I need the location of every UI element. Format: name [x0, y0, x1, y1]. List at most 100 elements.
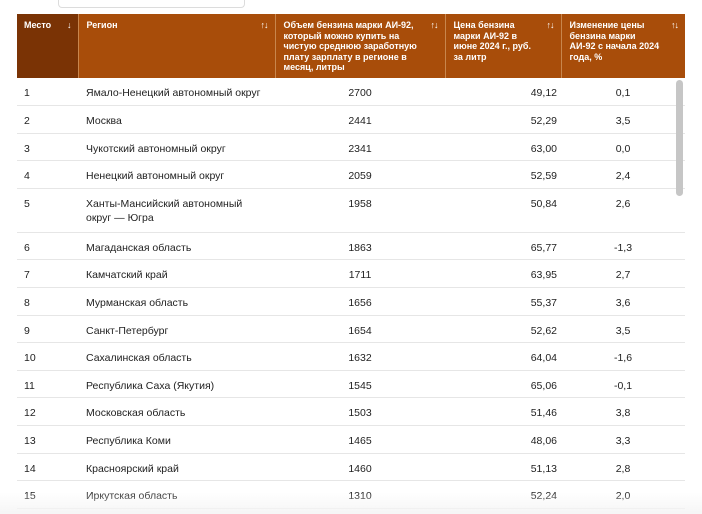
- cell-volume: 2441: [275, 105, 445, 134]
- cell-change: 0,0: [561, 133, 685, 162]
- cell-rank: 1: [17, 78, 78, 107]
- table-row: 3 Чукотский автономный округ 2341 63,00 …: [17, 133, 685, 162]
- cell-price: 52,29: [445, 105, 561, 134]
- cell-rank: 6: [17, 232, 78, 261]
- cell-region: Ненецкий автономный округ: [78, 160, 275, 189]
- cell-price: 52,59: [445, 160, 561, 189]
- cell-price: 63,95: [445, 259, 561, 289]
- cell-rank: 9: [17, 315, 78, 344]
- cell-price: 52,62: [445, 315, 561, 344]
- cell-change: -1,3: [561, 232, 685, 261]
- cell-region: Мурманская область: [78, 287, 275, 316]
- column-header-volume[interactable]: Объем бензина марки АИ-92, который можно…: [274, 14, 445, 78]
- column-header-label: Регион: [86, 20, 118, 30]
- cell-volume: 2059: [275, 160, 445, 189]
- table-row: 12 Московская область 1503 51,46 3,8: [17, 397, 685, 427]
- table-row: 5 Ханты-Мансийский автономный округ — Юг…: [17, 188, 685, 233]
- cell-change: 2,7: [561, 259, 685, 289]
- cell-change: 3,3: [561, 425, 685, 454]
- cell-volume: 2700: [275, 78, 445, 107]
- cell-region: Камчатский край: [78, 259, 275, 289]
- sort-toggle-icon[interactable]: ↑↓: [546, 20, 555, 30]
- cell-region: Республика Коми: [78, 425, 275, 454]
- cell-rank: 11: [17, 370, 78, 399]
- cell-rank: 5: [17, 188, 78, 233]
- cell-rank: 8: [17, 287, 78, 316]
- cell-volume: 1465: [275, 425, 445, 454]
- sort-toggle-icon[interactable]: ↑↓: [430, 20, 439, 30]
- cell-volume: 1503: [275, 397, 445, 427]
- sort-toggle-icon[interactable]: ↑↓: [671, 20, 679, 30]
- column-header-label: Цена бензина марки АИ-92 в июне 2024 г.,…: [453, 20, 531, 62]
- cell-price: 50,84: [445, 188, 561, 233]
- cell-region: Красноярский край: [78, 453, 275, 482]
- cell-change: 3,5: [561, 105, 685, 134]
- cell-rank: 7: [17, 259, 78, 289]
- top-input-field[interactable]: [58, 0, 245, 8]
- cell-volume: 1656: [275, 287, 445, 316]
- cell-region: Республика Саха (Якутия): [78, 370, 275, 399]
- vertical-scrollbar-thumb[interactable]: [676, 80, 683, 196]
- column-header-label: Изменение цены бензина марки АИ-92 с нач…: [569, 20, 660, 62]
- cell-rank: 14: [17, 453, 78, 482]
- bottom-fade-overlay: [0, 492, 702, 514]
- table-row: 7 Камчатский край 1711 63,95 2,7: [17, 259, 685, 289]
- cell-region: Московская область: [78, 397, 275, 427]
- cell-volume: 1711: [275, 259, 445, 289]
- cell-region: Москва: [78, 105, 275, 134]
- table-row: 4 Ненецкий автономный округ 2059 52,59 2…: [17, 160, 685, 189]
- table-row: 6 Магаданская область 1863 65,77 -1,3: [17, 232, 685, 261]
- cell-change: 2,4: [561, 160, 685, 189]
- cell-volume: 1632: [275, 342, 445, 371]
- table-row: 13 Республика Коми 1465 48,06 3,3: [17, 425, 685, 454]
- cell-change: 2,6: [561, 188, 685, 233]
- cell-price: 49,12: [445, 78, 561, 107]
- cell-price: 65,06: [445, 370, 561, 399]
- table-row: 2 Москва 2441 52,29 3,5: [17, 105, 685, 134]
- cell-change: 3,6: [561, 287, 685, 316]
- cell-change: 3,8: [561, 397, 685, 427]
- cell-change: 0,1: [561, 78, 685, 107]
- cell-price: 48,06: [445, 425, 561, 454]
- cell-region: Ямало-Ненецкий автономный округ: [78, 78, 275, 107]
- cell-change: -0,1: [561, 370, 685, 399]
- sort-desc-icon[interactable]: ↓: [67, 20, 71, 30]
- cell-region: Магаданская область: [78, 232, 275, 261]
- data-table: Место ↓ Регион ↑↓ Объем бензина марки АИ…: [17, 14, 685, 509]
- sort-toggle-icon[interactable]: ↑↓: [260, 20, 269, 30]
- column-header-change[interactable]: Изменение цены бензина марки АИ-92 с нач…: [560, 14, 685, 78]
- header-row: Место ↓ Регион ↑↓ Объем бензина марки АИ…: [17, 14, 685, 78]
- column-header-price[interactable]: Цена бензина марки АИ-92 в июне 2024 г.,…: [444, 14, 561, 78]
- cell-change: -1,6: [561, 342, 685, 371]
- cell-region: Чукотский автономный округ: [78, 133, 275, 162]
- cell-price: 65,77: [445, 232, 561, 261]
- column-header-label: Место: [24, 20, 52, 30]
- cell-volume: 1958: [275, 188, 445, 233]
- table-row: 10 Сахалинская область 1632 64,04 -1,6: [17, 342, 685, 371]
- cell-change: 2,8: [561, 453, 685, 482]
- column-header-region[interactable]: Регион ↑↓: [77, 14, 275, 78]
- cell-volume: 1460: [275, 453, 445, 482]
- cell-region: Сахалинская область: [78, 342, 275, 371]
- cell-region: Санкт-Петербург: [78, 315, 275, 344]
- cell-price: 55,37: [445, 287, 561, 316]
- table-row: 11 Республика Саха (Якутия) 1545 65,06 -…: [17, 370, 685, 399]
- cell-rank: 13: [17, 425, 78, 454]
- cell-change: 3,5: [561, 315, 685, 344]
- cell-rank: 10: [17, 342, 78, 371]
- cell-price: 51,13: [445, 453, 561, 482]
- table-row: 8 Мурманская область 1656 55,37 3,6: [17, 287, 685, 316]
- cell-region: Ханты-Мансийский автономный округ — Югра: [78, 188, 275, 233]
- column-header-label: Объем бензина марки АИ-92, который можно…: [283, 20, 417, 73]
- cell-rank: 4: [17, 160, 78, 189]
- data-table-container: Место ↓ Регион ↑↓ Объем бензина марки АИ…: [17, 14, 685, 514]
- column-header-rank[interactable]: Место ↓: [17, 14, 78, 78]
- table-row: 9 Санкт-Петербург 1654 52,62 3,5: [17, 315, 685, 344]
- cell-volume: 2341: [275, 133, 445, 162]
- cell-rank: 3: [17, 133, 78, 162]
- cell-price: 51,46: [445, 397, 561, 427]
- cell-rank: 12: [17, 397, 78, 427]
- table-row: 1 Ямало-Ненецкий автономный округ 2700 4…: [17, 78, 685, 107]
- cell-volume: 1654: [275, 315, 445, 344]
- cell-rank: 2: [17, 105, 78, 134]
